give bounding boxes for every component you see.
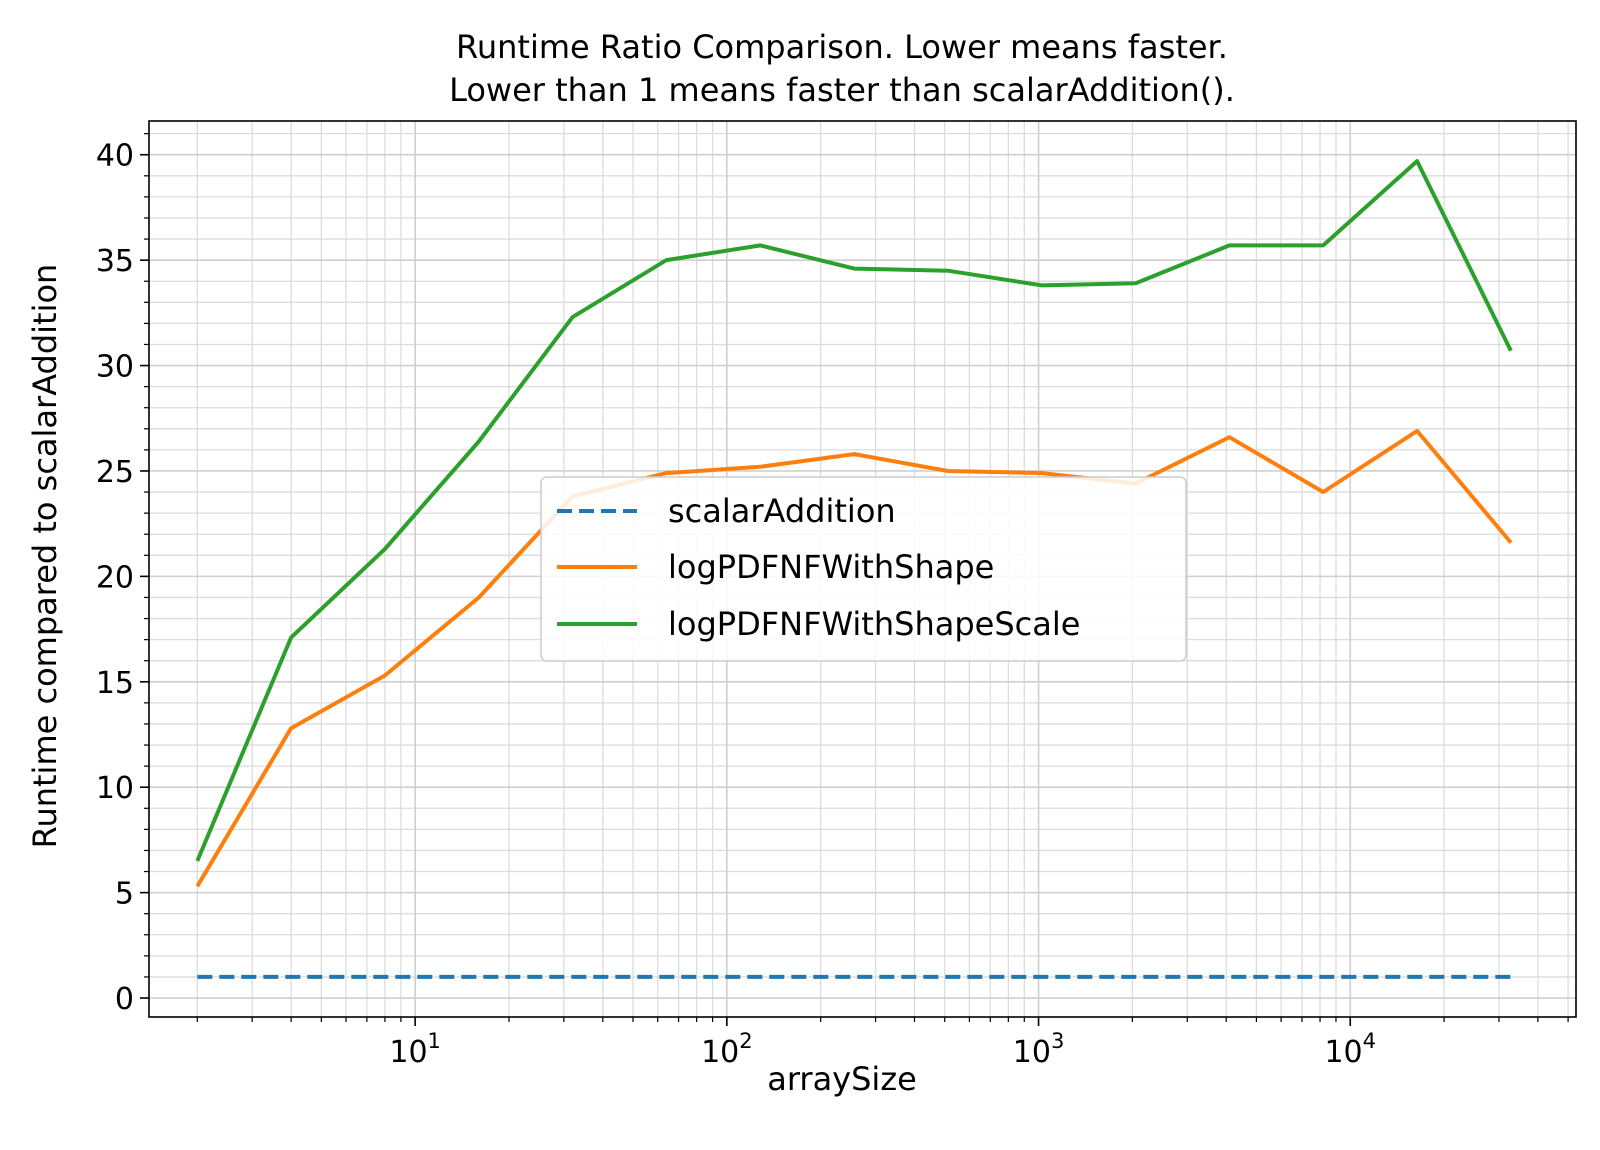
y-tick-label: 15 xyxy=(96,666,134,701)
y-axis-label: Runtime compared to scalarAddition xyxy=(26,264,64,849)
legend-label-logPDFNFWithShapeScale: logPDFNFWithShapeScale xyxy=(668,605,1080,643)
chart-title-line-1: Runtime Ratio Comparison. Lower means fa… xyxy=(456,28,1228,66)
plot-area-frame xyxy=(148,120,1577,1018)
x-axis-label: arraySize xyxy=(767,1060,917,1098)
y-tick-label: 10 xyxy=(96,771,134,806)
legend-label-logPDFNFWithShape: logPDFNFWithShape xyxy=(668,548,994,586)
y-tick-label: 20 xyxy=(96,560,134,595)
x-tick-label: 102 xyxy=(701,1029,753,1070)
series-layer xyxy=(195,159,1513,979)
y-tick-label: 25 xyxy=(96,455,134,490)
y-tick-label: 35 xyxy=(96,244,134,279)
y-tick-label: 30 xyxy=(96,350,134,385)
x-tick-label: 101 xyxy=(389,1029,441,1070)
legend-label-scalarAddition: scalarAddition xyxy=(668,492,896,530)
y-tick-label: 0 xyxy=(115,982,134,1017)
y-tick-label: 5 xyxy=(115,877,134,912)
legend: scalarAddition logPDFNFWithShape logPDFNFW… xyxy=(540,476,1187,662)
y-tick-label: 40 xyxy=(96,139,134,174)
x-tick-label: 104 xyxy=(1324,1029,1376,1070)
legend-box xyxy=(540,476,1187,662)
axis-tick-labels: 101 102 103 104 0 5 10 15 20 25 30 35 40 xyxy=(96,139,1376,1070)
chart-title-line-2: Lower than 1 means faster than scalarAdd… xyxy=(449,71,1235,109)
axis-ticks xyxy=(140,133,1569,1026)
x-tick-label: 103 xyxy=(1013,1029,1065,1070)
